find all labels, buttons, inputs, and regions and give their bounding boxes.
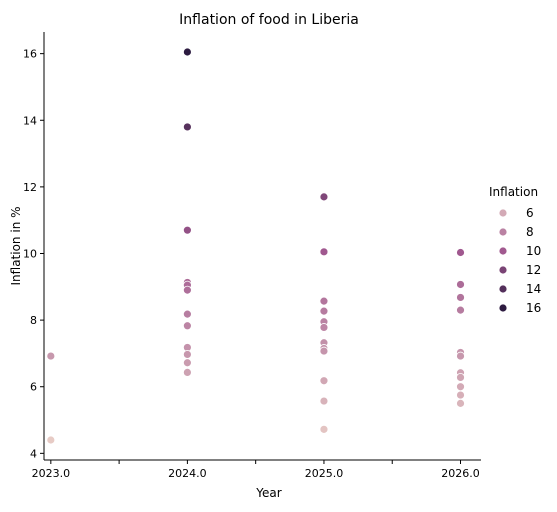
data-point bbox=[46, 351, 56, 361]
data-point bbox=[182, 285, 192, 295]
data-point bbox=[182, 122, 192, 132]
points-layer bbox=[46, 47, 465, 445]
legend-label: 6 bbox=[526, 206, 534, 220]
data-point bbox=[182, 225, 192, 235]
data-point bbox=[319, 424, 329, 434]
data-point bbox=[456, 372, 465, 382]
plot-area: 2023.0 2024.0 2025.0 2026.0 4 6 8 10 12 14 16 bbox=[23, 32, 481, 480]
x-ticks: 2023.0 2024.0 2025.0 2026.0 bbox=[32, 460, 480, 480]
data-point bbox=[456, 390, 465, 400]
x-axis-label: Year bbox=[255, 486, 281, 500]
legend-swatch bbox=[498, 246, 508, 256]
data-point bbox=[182, 368, 192, 377]
y-tick-label: 8 bbox=[30, 314, 37, 327]
y-tick-label: 16 bbox=[23, 48, 37, 61]
legend-swatch bbox=[498, 265, 508, 275]
legend-label: 10 bbox=[526, 244, 541, 258]
legend-swatch bbox=[498, 284, 508, 294]
legend-title: Inflation bbox=[489, 185, 538, 199]
data-point bbox=[319, 192, 329, 202]
data-point bbox=[456, 248, 465, 257]
legend-entries: 6 8 10 12 14 16 bbox=[498, 206, 541, 315]
data-point bbox=[456, 293, 465, 302]
x-tick-label: 2024.0 bbox=[168, 467, 207, 480]
data-point bbox=[456, 351, 465, 361]
data-point bbox=[456, 382, 465, 392]
data-point bbox=[319, 323, 329, 332]
chart-title: Inflation of food in Liberia bbox=[179, 12, 359, 28]
data-point bbox=[456, 398, 465, 408]
data-point bbox=[456, 305, 465, 315]
data-point bbox=[456, 280, 465, 289]
y-axis-label: Inflation in % bbox=[9, 206, 23, 285]
data-point bbox=[319, 306, 329, 316]
data-point bbox=[319, 346, 329, 356]
legend-swatch bbox=[498, 208, 508, 218]
data-point bbox=[182, 358, 192, 368]
data-point bbox=[319, 396, 329, 406]
legend-label: 8 bbox=[526, 225, 534, 239]
y-tick-label: 6 bbox=[30, 381, 37, 394]
x-tick-label: 2025.0 bbox=[305, 467, 344, 480]
y-ticks: 4 6 8 10 12 14 16 bbox=[23, 48, 44, 460]
legend-swatch bbox=[498, 303, 508, 313]
data-point bbox=[319, 376, 329, 386]
y-tick-label: 10 bbox=[23, 247, 37, 260]
y-tick-label: 4 bbox=[30, 447, 37, 460]
data-point bbox=[319, 247, 329, 257]
y-tick-label: 12 bbox=[23, 181, 37, 194]
legend-label: 12 bbox=[526, 263, 541, 277]
legend-label: 14 bbox=[526, 282, 541, 296]
data-point bbox=[182, 309, 192, 319]
data-point bbox=[182, 47, 192, 57]
x-tick-label: 2023.0 bbox=[32, 467, 71, 480]
y-tick-label: 14 bbox=[23, 114, 37, 127]
data-point bbox=[182, 321, 192, 331]
legend-label: 16 bbox=[526, 301, 541, 315]
data-point bbox=[182, 350, 192, 359]
x-tick-label: 2026.0 bbox=[441, 467, 480, 480]
legend-swatch bbox=[498, 227, 508, 237]
legend: Inflation 6 8 10 12 14 16 bbox=[489, 185, 541, 315]
data-point bbox=[46, 435, 56, 445]
data-point bbox=[319, 296, 329, 306]
